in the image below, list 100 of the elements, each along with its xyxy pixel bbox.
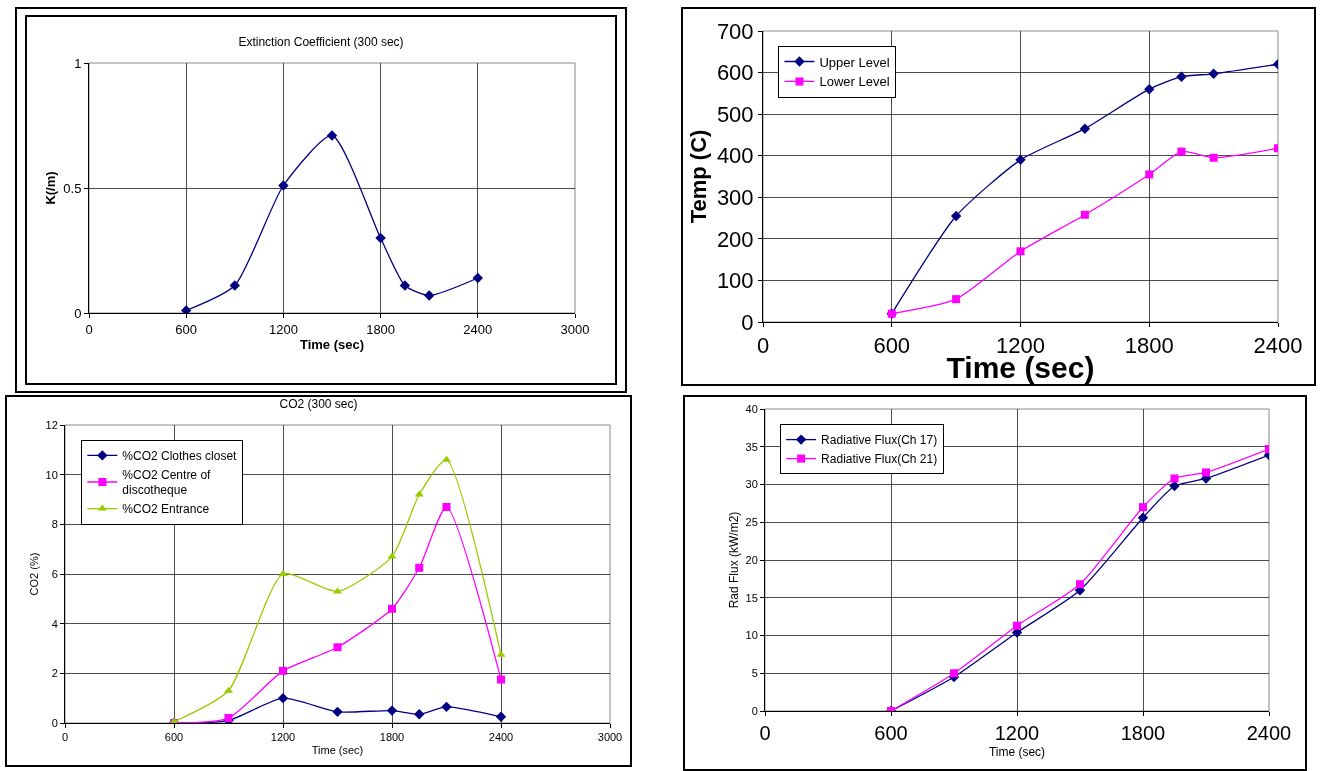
point [1202, 468, 1210, 477]
point [497, 675, 505, 684]
point [950, 669, 958, 678]
point [414, 709, 425, 720]
x-tick-label: 1200 [270, 731, 296, 744]
point [1015, 154, 1026, 166]
x-tick-label: 0 [61, 731, 69, 744]
point [415, 563, 424, 572]
point [1144, 84, 1155, 95]
point [279, 666, 287, 675]
point [386, 705, 398, 716]
y-tick-label: 600 [716, 60, 754, 86]
y-axis-title: Rad Flux (kW/m2) [726, 511, 741, 609]
chart-title: CO2 (300 sec) [279, 397, 358, 412]
y-axis-title: K(/m) [43, 171, 59, 205]
x-tick-label: 600 [874, 722, 908, 744]
x-tick-label: 0 [85, 321, 93, 337]
y-tick-label: 25 [745, 516, 758, 529]
y-tick-label: 200 [716, 226, 754, 252]
point [472, 272, 483, 284]
point [387, 552, 397, 559]
point [1176, 71, 1187, 82]
x-tick-label: 2400 [1253, 333, 1303, 359]
y-tick-label: 8 [51, 518, 58, 531]
point [1013, 621, 1021, 630]
point [1177, 147, 1186, 156]
point [1076, 580, 1084, 589]
point [181, 305, 192, 313]
y-tick-label: 20 [745, 553, 758, 566]
point [442, 502, 451, 511]
y-tick-label: 500 [716, 101, 754, 127]
x-axis-title: Time (sec) [988, 744, 1046, 759]
point [1137, 512, 1149, 523]
point [424, 290, 435, 301]
x-tick-label: 1200 [268, 321, 298, 337]
point [388, 604, 396, 613]
x-tick-label: 1800 [379, 731, 405, 744]
x-tick-label: 600 [164, 731, 184, 744]
chart-title: Extinction Coefficient (300 sec) [238, 35, 404, 50]
point [1209, 153, 1218, 162]
point [950, 210, 962, 222]
x-tick-label: 1200 [994, 722, 1040, 744]
y-tick-label: 2 [51, 667, 58, 680]
y-tick-label: 0 [751, 704, 758, 717]
legend-label: %CO2 Clothes closet [122, 449, 238, 464]
point [1170, 474, 1179, 483]
y-axis-title: CO2 (%) [28, 552, 41, 596]
x-tick-label: 1800 [1120, 722, 1166, 744]
point [1079, 123, 1091, 134]
point [1016, 247, 1025, 256]
point [1208, 68, 1219, 80]
point [399, 280, 411, 291]
y-tick-label: 35 [745, 440, 758, 453]
x-tick-label: 3000 [597, 731, 623, 744]
point [229, 280, 240, 291]
x-tick-label: 1800 [1124, 333, 1174, 359]
point [952, 295, 961, 304]
y-tick-label: 40 [745, 402, 758, 415]
x-tick-label: 2400 [488, 731, 514, 744]
x-tick-label: 600 [873, 333, 911, 359]
y-tick-label: 15 [745, 591, 758, 604]
y-tick-label: 0.5 [63, 180, 82, 196]
legend-label: Lower Level [819, 74, 890, 90]
y-axis-title: Temp (C) [685, 129, 711, 224]
legend-label: %CO2 Centre of discotheque [122, 467, 212, 498]
legend-label: Radiative Flux(Ch 17) [821, 433, 938, 448]
point [278, 180, 289, 191]
x-tick-label: 3000 [560, 321, 590, 337]
x-tick-label: 2400 [463, 321, 493, 337]
x-axis-title: Time (sec) [299, 337, 365, 353]
y-tick-label: 100 [716, 268, 754, 294]
point [441, 701, 452, 713]
point [1080, 210, 1089, 219]
point [277, 692, 289, 704]
y-tick-label: 12 [45, 418, 58, 431]
point [496, 650, 506, 657]
y-tick-label: 30 [745, 478, 758, 491]
point [495, 711, 507, 722]
y-tick-label: 4 [51, 617, 58, 630]
y-tick-label: 10 [45, 468, 58, 481]
x-tick-label: 600 [175, 321, 198, 337]
legend-label: Upper Level [819, 54, 890, 70]
y-tick-label: 400 [716, 143, 754, 169]
x-tick-label: 2400 [1246, 722, 1292, 744]
point [1139, 503, 1147, 512]
y-tick-label: 10 [745, 629, 758, 642]
point [414, 490, 424, 497]
point [332, 706, 343, 718]
point [326, 130, 338, 141]
x-axis-title: Time (sec) [311, 744, 364, 757]
y-tick-label: 6 [51, 567, 58, 580]
legend-label: %CO2 Entrance [122, 502, 210, 517]
point [333, 643, 342, 652]
y-tick-label: 700 [716, 18, 754, 44]
y-tick-label: 0 [74, 305, 82, 321]
y-tick-label: 300 [716, 184, 754, 210]
point [1145, 170, 1154, 179]
x-tick-label: 1800 [366, 321, 396, 337]
legend-label: Radiative Flux(Ch 21) [821, 452, 938, 467]
point [375, 232, 386, 244]
